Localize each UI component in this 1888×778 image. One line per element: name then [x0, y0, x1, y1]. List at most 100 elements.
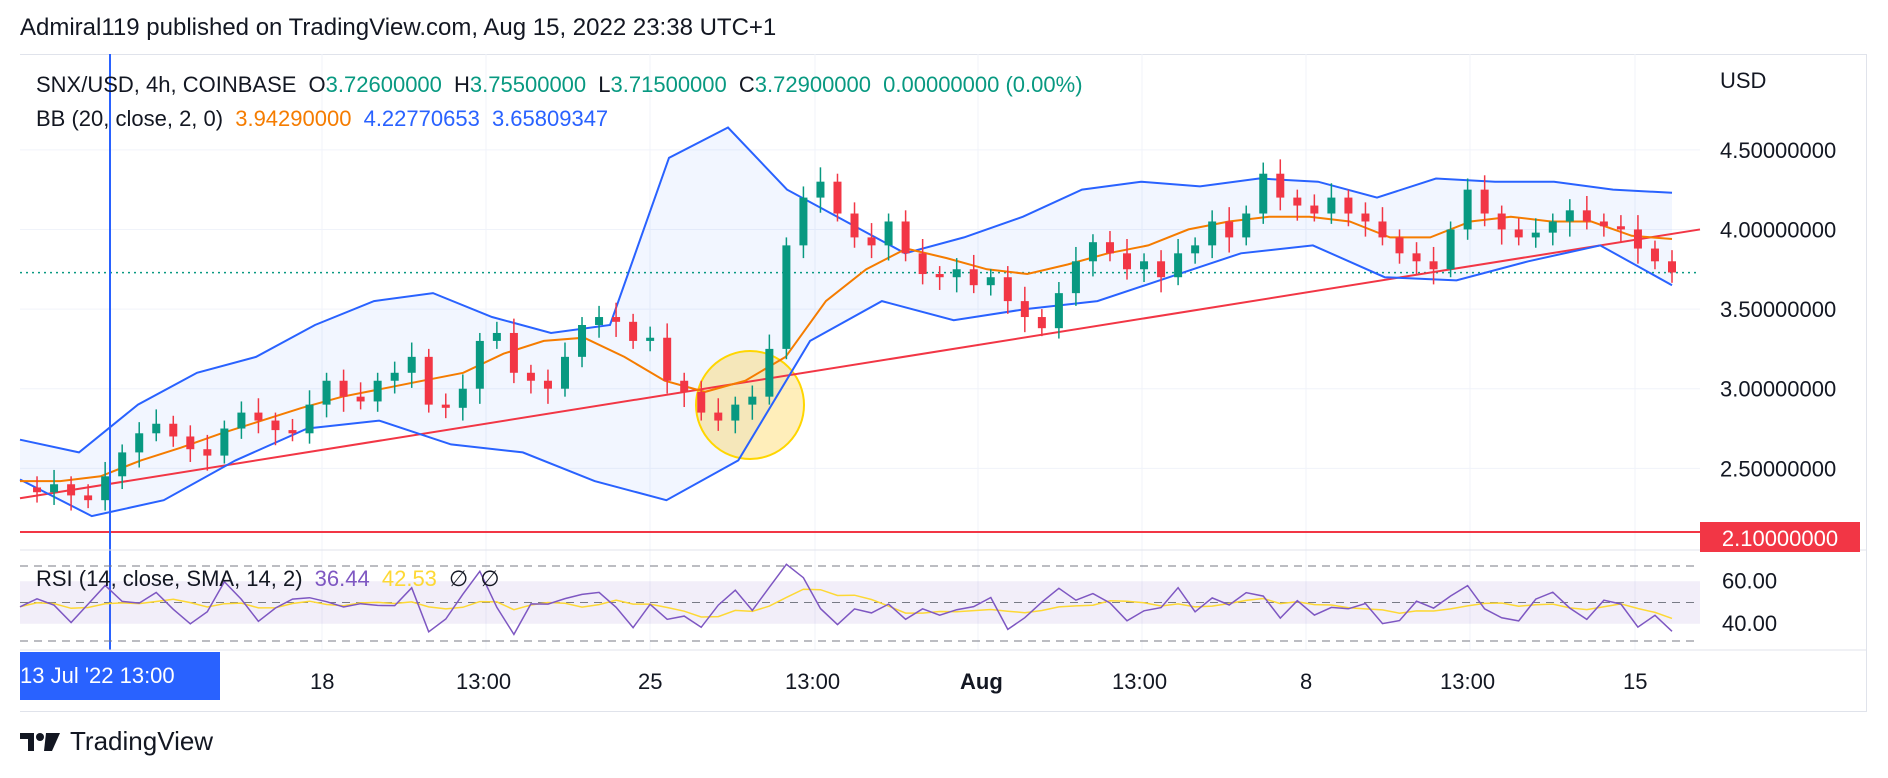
bb-label[interactable]: BB (20, close, 2, 0) — [36, 106, 224, 131]
candle-body — [850, 213, 859, 238]
candle-body — [1140, 261, 1149, 270]
candle-body — [901, 221, 910, 254]
candle-body — [407, 356, 416, 373]
candle-body — [305, 404, 314, 434]
candle-body — [543, 380, 552, 389]
candle-body — [1548, 221, 1557, 233]
candle-body — [458, 388, 467, 408]
candle-body — [1599, 221, 1608, 227]
candle-body — [1242, 213, 1251, 238]
time-axis-tick: Aug — [960, 669, 1003, 694]
legend-close: 3.72900000 — [754, 72, 872, 97]
candle-body — [646, 337, 655, 341]
candle-body — [1395, 237, 1404, 254]
candle-body — [135, 433, 144, 453]
legend-low-label: L — [598, 72, 611, 97]
candle-body — [288, 430, 297, 434]
legend-low: 3.71500000 — [610, 72, 727, 97]
legend-high-label: H — [454, 72, 470, 97]
tradingview-logo[interactable]: TradingView — [20, 726, 213, 757]
candle-body — [1191, 245, 1200, 254]
legend-close-label: C — [738, 72, 755, 97]
candlesticks — [33, 159, 1676, 511]
price-axis-tick: 3.00000000 — [1720, 377, 1836, 402]
rsi-label[interactable]: RSI (14, close, SMA, 14, 2) — [36, 566, 303, 591]
candle-body — [322, 380, 331, 405]
rsi-line — [19, 563, 1673, 636]
candle-body — [254, 412, 263, 421]
time-axis-tick: 13:00 — [456, 669, 511, 694]
candle-body — [1088, 242, 1097, 262]
candle-body — [969, 269, 978, 286]
candle-body — [799, 197, 808, 246]
candle-body — [560, 356, 569, 389]
candle-body — [578, 325, 587, 357]
candle-body — [748, 396, 757, 405]
candle-body — [509, 332, 518, 373]
legend-change: 0.00000000 (0.00%) — [883, 72, 1083, 97]
candle-body — [1633, 229, 1642, 249]
bb-upper-line — [19, 126, 1673, 454]
candle-body — [424, 356, 433, 405]
time-axis-tick: 15 — [1623, 669, 1647, 694]
candle-body — [935, 274, 944, 278]
candle-body — [1429, 261, 1438, 270]
published-header: Admiral119 published on TradingView.com,… — [20, 14, 777, 41]
candle-body — [237, 412, 246, 429]
price-axis-tick: 4.00000000 — [1720, 217, 1836, 242]
candle-body — [1327, 197, 1336, 214]
candle-body — [1378, 221, 1387, 238]
price-axis-currency: USD — [1720, 68, 1766, 93]
candle-body — [67, 484, 76, 496]
axes: USD 4.50000000 4.00000000 3.50000000 3.00000… — [20, 68, 1866, 694]
candle-body — [1054, 293, 1063, 329]
candle-body — [1514, 229, 1523, 238]
candle-body — [1071, 261, 1080, 294]
legend-open-label: O — [308, 72, 326, 97]
trendline — [19, 228, 1701, 500]
main-legend: SNX/USD, 4h, COINBASE O3.72600000 H3.755… — [36, 72, 1089, 98]
candle-body — [1276, 173, 1285, 198]
legend-open: 3.72600000 — [325, 72, 442, 97]
bb-basis-value: 3.94290000 — [235, 106, 352, 131]
time-axis-tick: 18 — [310, 669, 334, 694]
candle-body — [1480, 189, 1489, 214]
candle-body — [526, 372, 535, 381]
candle-body — [84, 495, 93, 501]
candle-body — [1225, 221, 1234, 238]
candle-body — [1157, 261, 1166, 278]
candle-body — [714, 412, 723, 421]
candle-body — [1668, 261, 1676, 273]
candle-body — [50, 484, 59, 493]
candle-body — [118, 452, 127, 477]
time-axis-tick: 25 — [638, 669, 662, 694]
rsi-na-1: ∅ — [449, 566, 469, 591]
legend-symbol[interactable]: SNX/USD, 4h, COINBASE — [36, 72, 297, 97]
time-axis-tick: 8 — [1300, 669, 1312, 694]
candle-body — [339, 380, 348, 397]
support-price-badge: 2.10000000 — [1700, 522, 1860, 552]
candle-body — [1037, 317, 1046, 329]
bb-legend: BB (20, close, 2, 0) 3.94290000 4.227706… — [36, 106, 614, 132]
candle-body — [1105, 242, 1114, 254]
time-axis-tick: 13:00 — [785, 669, 840, 694]
candle-body — [1344, 197, 1353, 214]
candle-body — [697, 391, 706, 413]
candle-body — [101, 476, 110, 501]
rsi-axis-tick: 40.00 — [1722, 611, 1777, 636]
candle-body — [1463, 189, 1472, 230]
candle-body — [1412, 253, 1421, 262]
candle-body — [782, 245, 791, 349]
candle-body — [833, 181, 842, 214]
candle-body — [1616, 226, 1625, 230]
candle-body — [1650, 248, 1659, 262]
candle-body — [1123, 253, 1132, 270]
candle-body — [1582, 210, 1591, 222]
time-axis-tick: 13:00 — [1112, 669, 1167, 694]
candle-body — [220, 428, 229, 456]
candle-body — [731, 404, 740, 421]
candle-body — [492, 332, 501, 341]
candle-body — [663, 337, 672, 381]
candle-body — [33, 487, 42, 493]
